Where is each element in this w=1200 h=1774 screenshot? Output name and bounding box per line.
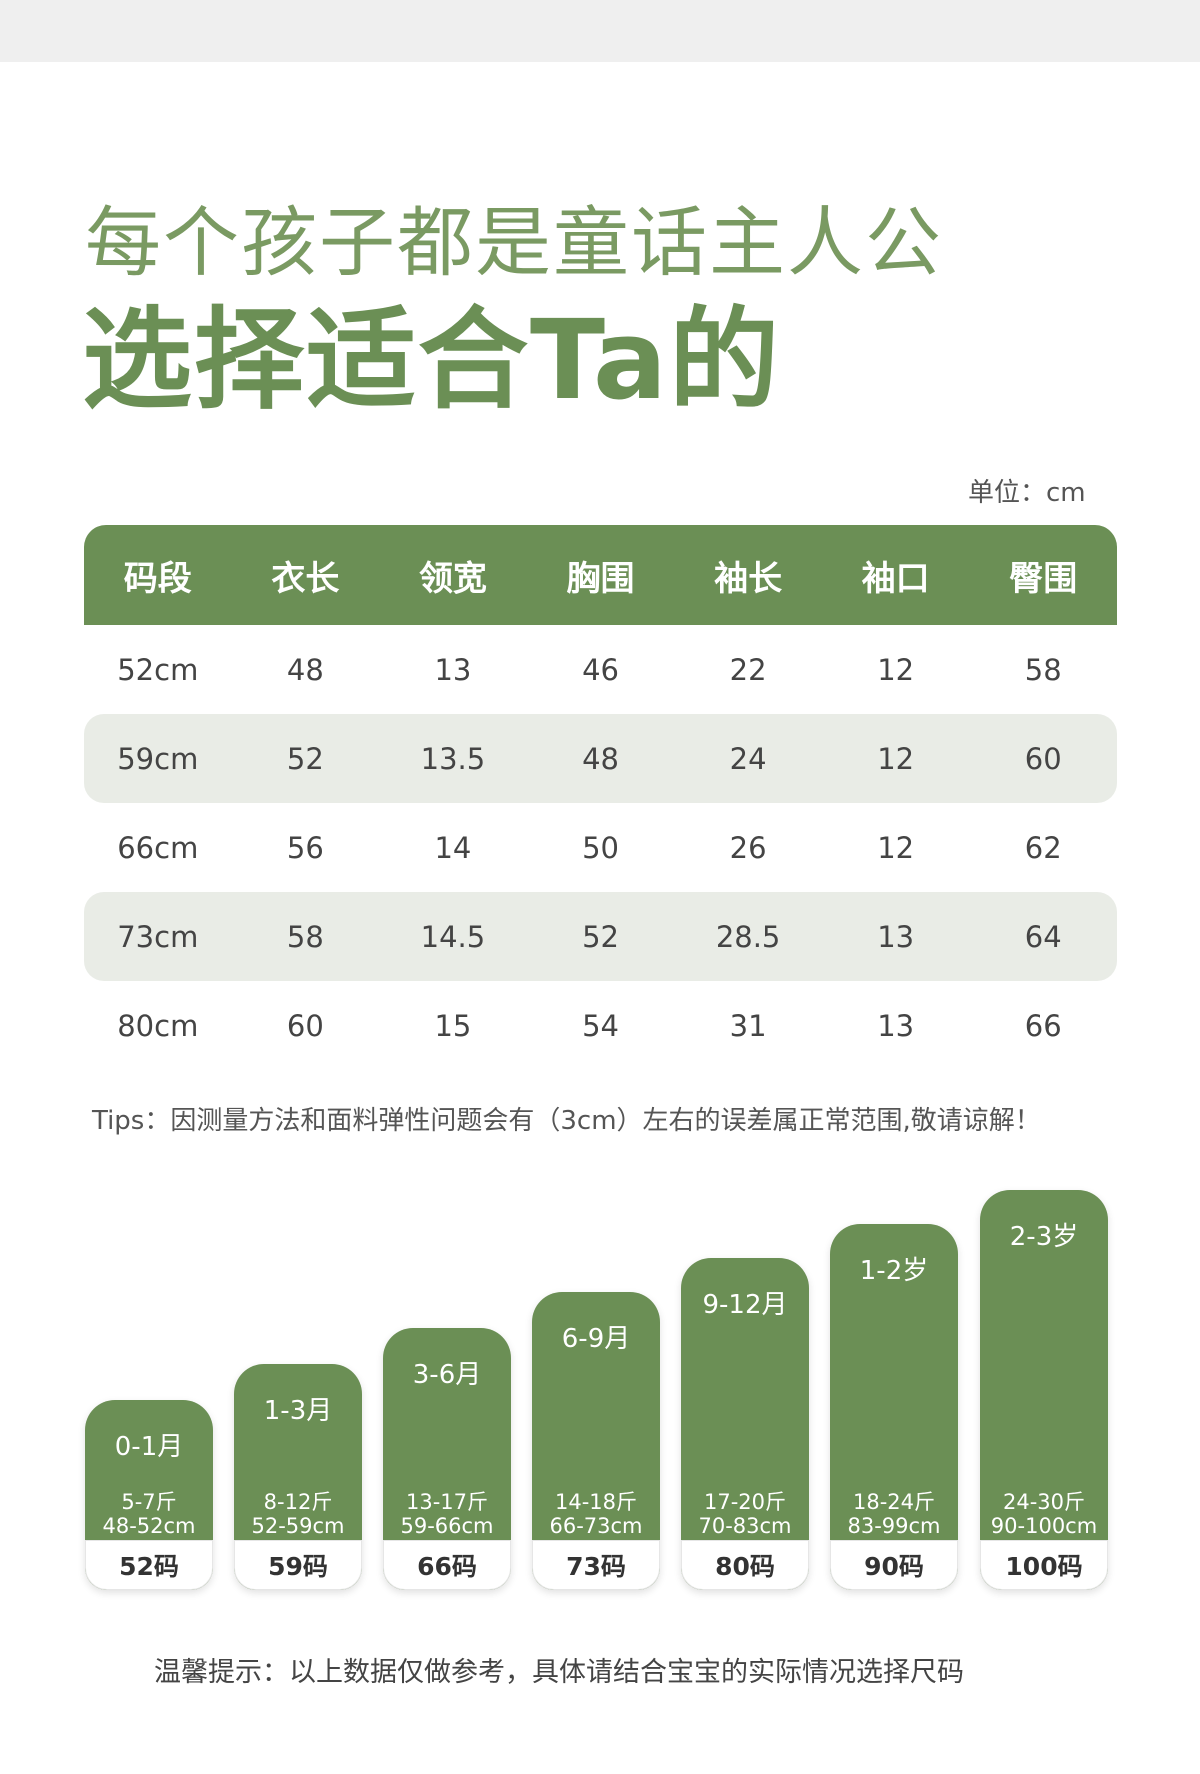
size-guide-bar: 1-3月 8-12斤 52-59cm 59码 — [234, 1364, 362, 1590]
table-cell: 12 — [877, 830, 915, 865]
bar-size-label: 80码 — [681, 1540, 809, 1590]
table-cell: 12 — [877, 741, 915, 776]
size-guide-bar: 1-2岁 18-24斤 83-99cm 90码 — [830, 1224, 958, 1590]
header-length: 衣长 — [271, 558, 340, 599]
bar-age-label: 1-2岁 — [859, 1256, 929, 1286]
bar-height-label: 83-99cm — [847, 1514, 941, 1538]
table-cell: 58 — [1024, 652, 1062, 687]
top-bar — [0, 0, 1200, 62]
size-guide-bar: 6-9月 14-18斤 66-73cm 73码 — [532, 1292, 660, 1590]
notice-text: 温馨提示：以上数据仅做参考，具体请结合宝宝的实际情况选择尺码 — [154, 1657, 964, 1688]
bar-size-label: 90码 — [830, 1540, 958, 1590]
table-cell: 13.5 — [420, 741, 486, 776]
table-cell: 14 — [434, 830, 472, 865]
table-cell: 31 — [729, 1008, 767, 1043]
bar-age-label: 0-1月 — [114, 1432, 184, 1462]
table-row: 66cm 56 14 50 26 12 62 — [84, 803, 1117, 892]
table-cell: 24 — [729, 741, 767, 776]
table-cell: 46 — [582, 652, 619, 687]
table-row: 80cm 60 15 54 31 13 66 — [84, 981, 1117, 1070]
table-cell: 13 — [434, 652, 472, 687]
bar-height-label: 48-52cm — [102, 1514, 196, 1538]
bar-age-label: 1-3月 — [263, 1396, 333, 1426]
table-cell: 14.5 — [420, 919, 486, 954]
bar-height-label: 66-73cm — [549, 1514, 643, 1538]
table-cell: 60 — [286, 1008, 324, 1043]
bar-weight-label: 18-24斤 — [852, 1490, 936, 1514]
header-collar: 领宽 — [418, 558, 487, 599]
table-cell: 50 — [582, 830, 619, 865]
size-guide-bar: 3-6月 13-17斤 59-66cm 66码 — [383, 1328, 511, 1590]
bar-size-label: 100码 — [980, 1540, 1108, 1590]
bar-size-label: 66码 — [383, 1540, 511, 1590]
table-cell: 66 — [1024, 1008, 1062, 1043]
bar-size-label: 52码 — [85, 1540, 213, 1590]
table-cell: 56 — [286, 830, 324, 865]
hero-title-line2: 选择适合Ta的 — [82, 296, 782, 424]
bar-weight-label: 17-20斤 — [703, 1490, 787, 1514]
bar-weight-label: 5-7斤 — [121, 1490, 177, 1514]
bar-age-label: 9-12月 — [702, 1290, 788, 1320]
size-guide-bar: 9-12月 17-20斤 70-83cm 80码 — [681, 1258, 809, 1590]
header-cuff: 袖口 — [861, 558, 930, 599]
table-cell: 60 — [1024, 741, 1062, 776]
bar-weight-label: 14-18斤 — [554, 1490, 638, 1514]
size-guide-bar: 2-3岁 24-30斤 90-100cm 100码 — [980, 1190, 1108, 1590]
bar-age-label: 2-3岁 — [1009, 1222, 1079, 1252]
hero-title-line1: 每个孩子都是童话主人公 — [85, 198, 943, 287]
header-hip: 臀围 — [1009, 558, 1078, 599]
table-cell: 48 — [286, 652, 324, 687]
table-cell: 64 — [1024, 919, 1062, 954]
table-cell: 62 — [1024, 830, 1062, 865]
table-cell: 80cm — [117, 1008, 199, 1043]
table-cell: 54 — [582, 1008, 619, 1043]
table-row: 59cm 52 13.5 48 24 12 60 — [84, 714, 1117, 803]
table-cell: 52 — [582, 919, 619, 954]
table-cell: 52cm — [117, 652, 199, 687]
header-sleeve: 袖长 — [714, 558, 783, 599]
table-cell: 22 — [729, 652, 767, 687]
table-cell: 58 — [286, 919, 324, 954]
tips-text: Tips：因测量方法和面料弹性问题会有（3cm）左右的误差属正常范围,敬请谅解！ — [92, 1106, 1041, 1136]
table-cell: 15 — [434, 1008, 472, 1043]
bar-height-label: 70-83cm — [698, 1514, 792, 1538]
table-cell: 73cm — [117, 919, 199, 954]
bar-size-label: 59码 — [234, 1540, 362, 1590]
size-guide-chart: 0-1月 5-7斤 48-52cm 52码 1-3月 8-12斤 52-59cm… — [85, 1185, 1110, 1590]
size-guide-bar: 0-1月 5-7斤 48-52cm 52码 — [85, 1400, 213, 1590]
size-table-header: 码段 衣长 领宽 胸围 袖长 袖口 臀围 — [84, 525, 1117, 625]
table-cell: 52 — [286, 741, 324, 776]
bar-height-label: 90-100cm — [990, 1514, 1098, 1538]
table-cell: 59cm — [117, 741, 199, 776]
bar-weight-label: 13-17斤 — [405, 1490, 489, 1514]
table-cell: 28.5 — [715, 919, 781, 954]
table-row: 52cm 48 13 46 22 12 58 — [84, 625, 1117, 714]
bar-age-label: 3-6月 — [412, 1360, 482, 1390]
table-cell: 26 — [729, 830, 767, 865]
bar-weight-label: 24-30斤 — [1002, 1490, 1086, 1514]
table-cell: 48 — [582, 741, 619, 776]
table-cell: 66cm — [117, 830, 199, 865]
size-table: 码段 衣长 领宽 胸围 袖长 袖口 臀围 52cm 48 13 46 22 12… — [84, 525, 1117, 1070]
bar-size-label: 73码 — [532, 1540, 660, 1590]
bar-height-label: 59-66cm — [400, 1514, 494, 1538]
table-row: 73cm 58 14.5 52 28.5 13 64 — [84, 892, 1117, 981]
table-cell: 13 — [877, 919, 915, 954]
unit-label: 单位：cm — [968, 478, 1086, 508]
bar-height-label: 52-59cm — [251, 1514, 345, 1538]
table-cell: 12 — [877, 652, 915, 687]
table-cell: 13 — [877, 1008, 915, 1043]
header-size-range: 码段 — [123, 558, 192, 599]
header-chest: 胸围 — [566, 558, 635, 599]
bar-age-label: 6-9月 — [561, 1324, 631, 1354]
bar-weight-label: 8-12斤 — [263, 1490, 333, 1514]
